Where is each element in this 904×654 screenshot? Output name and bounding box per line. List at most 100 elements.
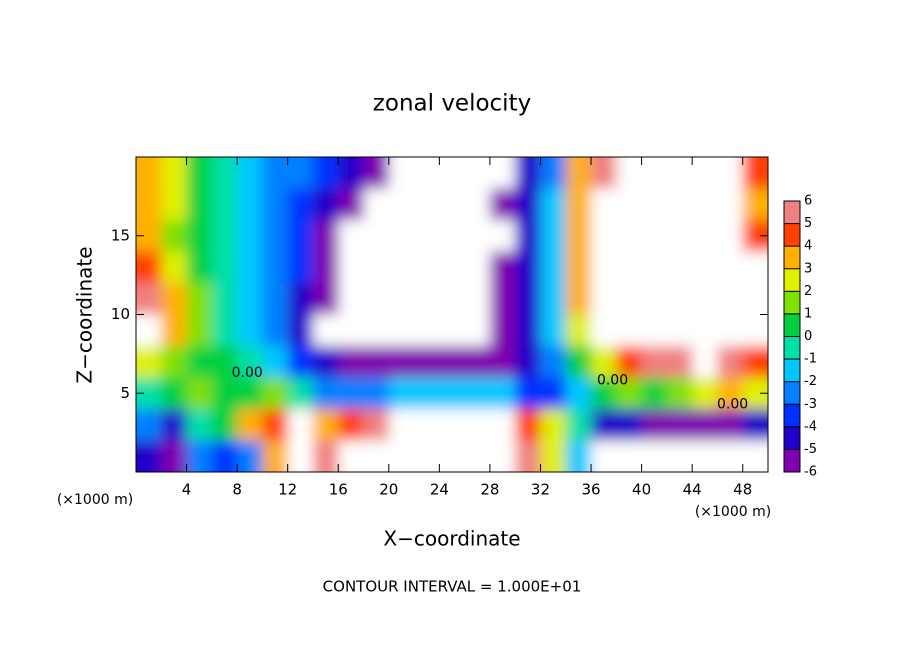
- field-cell: [692, 314, 718, 347]
- x-tick-label: 24: [430, 481, 449, 499]
- field-cell: [540, 283, 567, 315]
- field-cell: [616, 157, 643, 189]
- field-cell: [338, 251, 365, 284]
- field-cell: [666, 188, 693, 221]
- field-cell: [237, 377, 263, 410]
- field-cell: [692, 377, 718, 410]
- field-cell: [515, 188, 541, 221]
- field-cell: [211, 220, 238, 252]
- y-tick-label: 5: [120, 384, 130, 402]
- field-cell: [591, 251, 617, 284]
- field-cell: [515, 346, 541, 378]
- field-cell: [464, 377, 491, 410]
- field-cell: [591, 314, 617, 347]
- field-cell: [439, 440, 466, 472]
- field-cell: [287, 314, 314, 347]
- field-cell: [464, 409, 491, 441]
- y-unit-label: (×1000 m): [57, 492, 133, 508]
- field-cell: [186, 377, 213, 410]
- field-cell: [161, 440, 188, 472]
- field-cell: [464, 440, 491, 472]
- field-cell: [591, 220, 617, 252]
- field-cell: [439, 157, 466, 189]
- field-cell: [388, 314, 415, 347]
- field-cell: [338, 346, 365, 378]
- field-cell: [186, 440, 213, 472]
- field-cell: [237, 314, 263, 347]
- field-cell: [692, 157, 718, 189]
- field-cell: [616, 188, 643, 221]
- field-cell: [489, 251, 516, 284]
- field-cell: [312, 283, 339, 315]
- field-cell: [237, 346, 263, 378]
- field-cell: [515, 314, 541, 347]
- field-cell: [136, 440, 162, 472]
- field-cell: [262, 409, 289, 441]
- field-cell: [363, 283, 390, 315]
- field-cell: [211, 346, 238, 378]
- field-cell: [211, 440, 238, 472]
- field-cell: [489, 220, 516, 252]
- field-cell: [211, 377, 238, 410]
- y-tick-label: 10: [111, 305, 130, 323]
- field-cell: [489, 283, 516, 315]
- field-cell: [540, 220, 567, 252]
- field-cell: [136, 157, 162, 189]
- field-cell: [363, 220, 390, 252]
- field-cell: [414, 377, 440, 410]
- field-cell: [287, 157, 314, 189]
- field-cell: [237, 440, 263, 472]
- field-cell: [616, 346, 643, 378]
- field-cell: [641, 409, 668, 441]
- field-cell: [692, 440, 718, 472]
- field-cell: [717, 251, 744, 284]
- field-cell: [641, 377, 668, 410]
- field-cell: [641, 188, 668, 221]
- field-cell: [287, 283, 314, 315]
- field-cell: [565, 377, 592, 410]
- field-cell: [742, 409, 768, 441]
- x-tick-label: 16: [329, 481, 348, 499]
- field-cell: [641, 251, 668, 284]
- colorbar-swatch: [784, 201, 800, 224]
- field-cell: [591, 188, 617, 221]
- field-cell: [692, 283, 718, 315]
- x-tick-label: 40: [632, 481, 651, 499]
- contour-label: 0.00: [232, 365, 263, 381]
- x-tick-label: 12: [278, 481, 297, 499]
- x-tick-label: 20: [379, 481, 398, 499]
- field-cell: [464, 251, 491, 284]
- field-cell: [211, 157, 238, 189]
- field-cell: [161, 409, 188, 441]
- field-cell: [388, 346, 415, 378]
- field-cell: [565, 409, 592, 441]
- x-tick-label: 4: [182, 481, 192, 499]
- field-cell: [186, 346, 213, 378]
- field-cell: [515, 440, 541, 472]
- field-cell: [363, 440, 390, 472]
- field-cell: [312, 251, 339, 284]
- field-cell: [666, 314, 693, 347]
- field-cell: [439, 314, 466, 347]
- field-cell: [186, 314, 213, 347]
- field-cell: [312, 440, 339, 472]
- field-cell: [666, 377, 693, 410]
- colorbar-label: 4: [804, 239, 812, 254]
- colorbar-label: -1: [804, 352, 817, 367]
- field-cell: [666, 157, 693, 189]
- field-cell: [211, 188, 238, 221]
- field-cell: [136, 314, 162, 347]
- field-cell: [363, 377, 390, 410]
- field: [136, 157, 768, 472]
- cells: [136, 157, 768, 472]
- field-cell: [414, 220, 440, 252]
- field-cell: [136, 346, 162, 378]
- field-cell: [717, 188, 744, 221]
- field-cell: [414, 157, 440, 189]
- colorbar-label: 1: [804, 306, 812, 321]
- field-cell: [565, 314, 592, 347]
- field-cell: [540, 314, 567, 347]
- field-cell: [666, 251, 693, 284]
- field-cell: [489, 188, 516, 221]
- field-cell: [161, 314, 188, 347]
